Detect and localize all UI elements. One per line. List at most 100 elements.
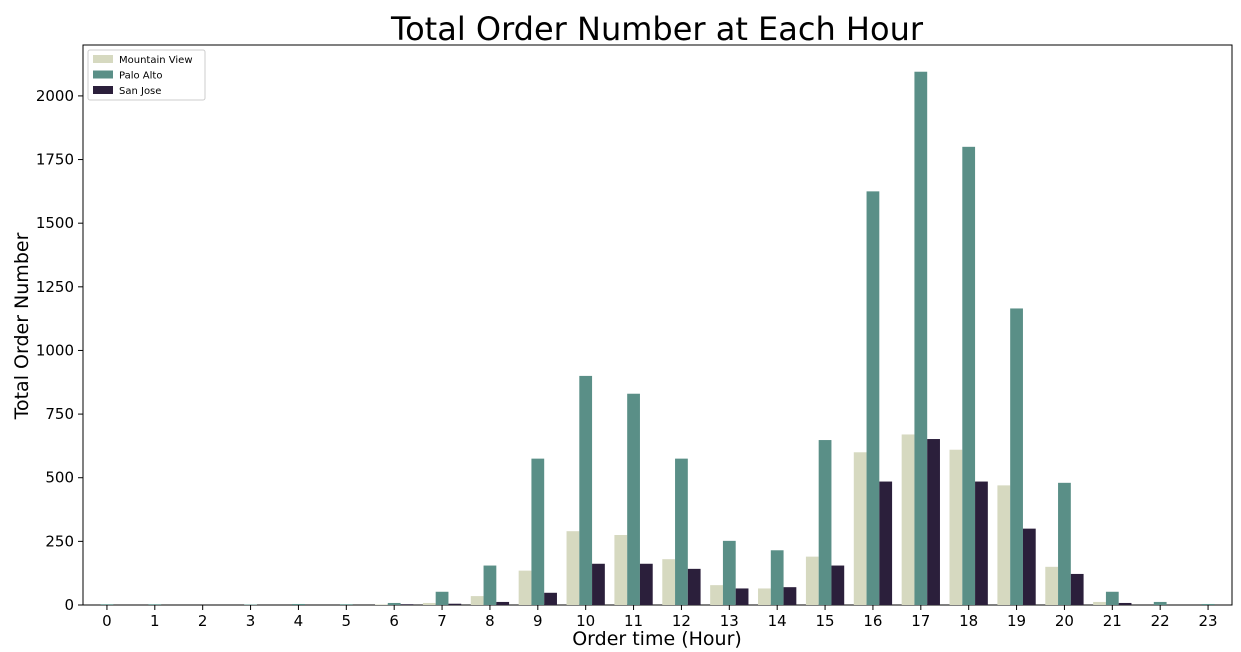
bar-palo-alto-11	[627, 393, 640, 605]
bar-palo-alto-20	[1058, 482, 1071, 605]
legend-swatch-palo-alto	[93, 70, 113, 79]
bar-mountain-view-19	[997, 485, 1011, 605]
bar-palo-alto-9	[531, 458, 545, 605]
bar-mountain-view-17	[901, 434, 915, 605]
bar-palo-alto-19	[1010, 308, 1023, 605]
x-tick-label: 17	[911, 612, 930, 630]
bar-san-jose-19	[1022, 528, 1036, 605]
x-tick-label: 16	[863, 612, 882, 630]
x-tick-label: 5	[342, 612, 352, 630]
bar-palo-alto-8	[483, 565, 497, 605]
bar-palo-alto-12	[675, 458, 688, 605]
y-tick-label: 0	[64, 596, 74, 614]
bar-palo-alto-23	[1201, 603, 1215, 605]
legend-box	[87, 49, 206, 101]
bar-palo-alto-16	[866, 191, 880, 605]
bar-palo-alto-14	[770, 550, 784, 605]
bar-san-jose-11	[639, 563, 653, 605]
x-tick-label: 18	[959, 612, 978, 630]
bar-san-jose-7	[448, 603, 462, 605]
bar-san-jose-16	[879, 481, 893, 605]
bar-san-jose-15	[831, 565, 845, 605]
bar-palo-alto-4	[292, 603, 305, 605]
x-axis-label: Order time (Hour)	[572, 628, 742, 650]
legend-label-palo-alto: Palo Alto	[119, 71, 162, 82]
bar-palo-alto-15	[818, 440, 832, 605]
x-tick-label: 14	[768, 612, 787, 630]
x-tick-label: 7	[437, 612, 447, 630]
y-axis-label: Total Order Number	[11, 232, 33, 420]
x-tick-label: 20	[1055, 612, 1074, 630]
x-tick-label: 21	[1103, 612, 1122, 630]
y-axis-ticks: 0 250 500 750 1000 1250 1500 1750 2000	[36, 87, 83, 614]
y-tick-label: 1500	[36, 214, 74, 232]
bar-mountain-view-15	[805, 556, 819, 605]
x-tick-label: 11	[624, 612, 643, 630]
x-tick-label: 19	[1007, 612, 1026, 630]
x-tick-label: 15	[816, 612, 835, 630]
x-tick-label: 23	[1199, 612, 1218, 630]
bar-palo-alto-10	[579, 375, 593, 605]
bar-mountain-view-8	[470, 596, 484, 605]
bar-san-jose-12	[687, 568, 701, 605]
bar-mountain-view-16	[853, 452, 867, 605]
y-tick-label: 1750	[36, 151, 74, 169]
x-tick-label: 2	[198, 612, 208, 630]
legend-swatch-mountain-view	[93, 55, 113, 63]
bar-mountain-view-11	[614, 535, 628, 605]
bar-san-jose-6	[400, 604, 414, 605]
y-tick-label: 2000	[36, 87, 74, 105]
bar-palo-alto-18	[962, 146, 976, 605]
bar-palo-alto-7	[435, 591, 449, 605]
bar-mountain-view-21	[1093, 601, 1106, 605]
bar-palo-alto-1	[148, 604, 162, 605]
bar-palo-alto-22	[1153, 601, 1167, 605]
bar-san-jose-10	[592, 563, 605, 605]
x-tick-label: 10	[576, 612, 595, 630]
bar-mountain-view-9	[518, 570, 532, 605]
x-tick-label: 13	[720, 612, 739, 630]
bar-mountain-view-6	[375, 604, 388, 605]
y-tick-label: 1000	[36, 341, 74, 359]
x-tick-label: 22	[1151, 612, 1170, 630]
bar-san-jose-17	[927, 439, 940, 605]
bar-san-jose-9	[544, 592, 557, 605]
bar-palo-alto-21	[1105, 591, 1119, 605]
bar-san-jose-20	[1070, 573, 1084, 605]
bar-san-jose-8	[496, 601, 510, 605]
legend-label-mountain-view: Mountain View	[119, 55, 193, 66]
x-tick-label: 8	[485, 612, 495, 630]
x-tick-label: 0	[102, 612, 112, 630]
legend: Mountain View Palo Alto San Jose	[87, 49, 206, 101]
bar-palo-alto-13	[722, 540, 736, 605]
bar-mountain-view-18	[949, 449, 963, 605]
y-tick-label: 250	[45, 532, 74, 550]
bar-mountain-view-12	[662, 559, 676, 605]
bar-palo-alto-5	[339, 604, 353, 605]
bar-palo-alto-3	[244, 604, 257, 605]
plot-frame	[82, 44, 1233, 606]
bars-group	[100, 71, 1215, 605]
x-tick-label: 1	[150, 612, 160, 630]
x-tick-label: 9	[533, 612, 543, 630]
y-tick-label: 1250	[36, 278, 74, 296]
legend-swatch-san-jose	[93, 86, 113, 94]
x-tick-label: 6	[389, 612, 399, 630]
x-tick-label: 4	[294, 612, 304, 630]
bar-mountain-view-10	[566, 531, 580, 605]
plot-area	[82, 44, 1233, 606]
bar-mountain-view-14	[758, 588, 771, 605]
bar-san-jose-14	[783, 587, 797, 605]
chart-title: Total Order Number at Each Hour	[390, 10, 924, 48]
y-tick-label: 750	[45, 405, 74, 423]
bar-mountain-view-20	[1045, 566, 1059, 605]
legend-label-san-jose: San Jose	[119, 86, 161, 97]
y-tick-label: 500	[45, 469, 74, 487]
x-axis-ticks: 0 1 2 3 4 5 6 7 8 9 10 11 12 13 14 15 16 17 18 19 20 21 22 23	[102, 605, 1218, 630]
x-tick-label: 3	[246, 612, 256, 630]
bar-mountain-view-13	[710, 585, 723, 605]
x-tick-label: 12	[672, 612, 691, 630]
bar-san-jose-21	[1118, 602, 1132, 605]
bar-palo-alto-0	[100, 604, 114, 605]
